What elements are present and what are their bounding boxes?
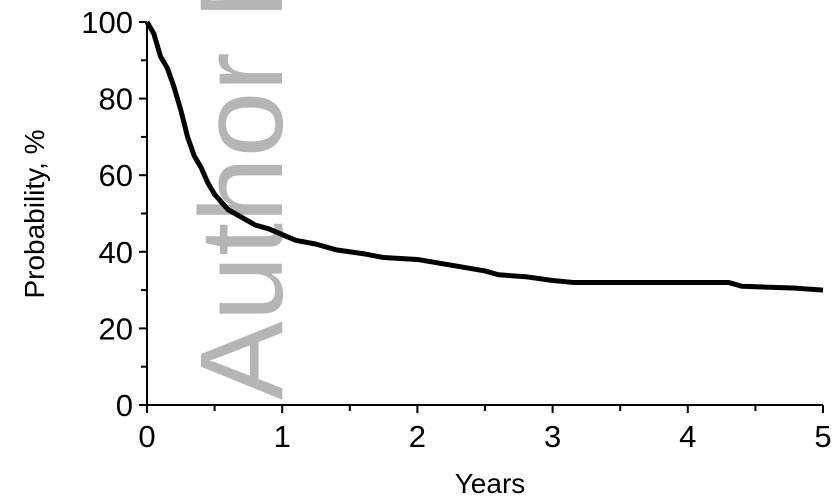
y-axis-title: Probability, % bbox=[19, 129, 50, 298]
x-tick-label: 5 bbox=[814, 419, 831, 454]
y-tick-label: 80 bbox=[99, 82, 133, 117]
y-tick-label: 100 bbox=[81, 5, 133, 40]
x-tick-label: 1 bbox=[274, 419, 291, 454]
y-tick-label: 20 bbox=[99, 311, 133, 346]
x-tick-label: 2 bbox=[409, 419, 426, 454]
y-tick-label: 40 bbox=[99, 235, 133, 270]
x-tick-label: 4 bbox=[679, 419, 696, 454]
x-axis-title: Years bbox=[455, 468, 526, 499]
x-tick-label: 3 bbox=[544, 419, 561, 454]
y-tick-label: 0 bbox=[116, 388, 133, 423]
watermark: Author M bbox=[176, 0, 308, 400]
x-tick-label: 0 bbox=[138, 419, 155, 454]
survival-line bbox=[144, 20, 824, 293]
y-tick-label: 60 bbox=[99, 158, 133, 193]
